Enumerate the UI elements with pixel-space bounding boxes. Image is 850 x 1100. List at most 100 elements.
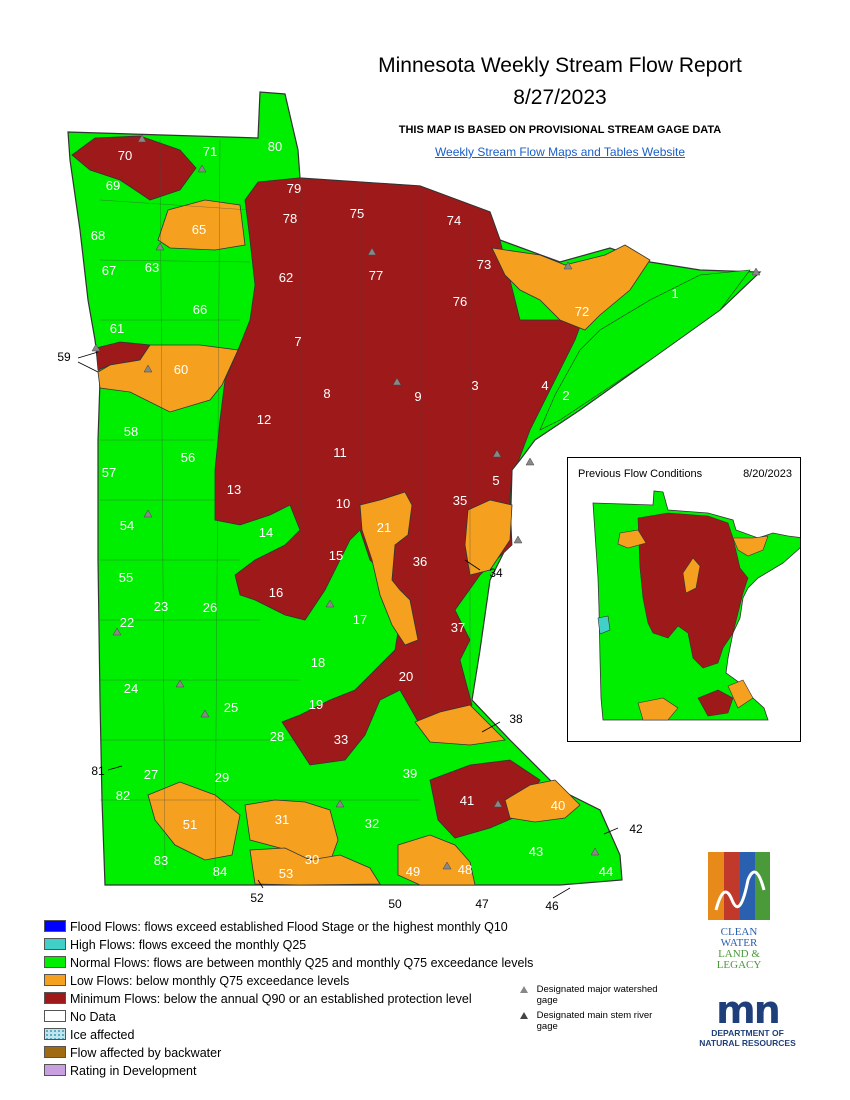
legend-swatch [44, 920, 66, 932]
legend-label: Flow affected by backwater [70, 1046, 222, 1060]
watershed-label-79: 79 [287, 181, 301, 196]
legend-item: High Flows: flows exceed the monthly Q25 [44, 938, 306, 952]
watershed-label-20: 20 [399, 669, 413, 684]
legend-item: Minimum Flows: below the annual Q90 or a… [44, 992, 472, 1006]
watershed-label-73: 73 [477, 257, 491, 272]
main-stem-gage-triangle-icon [520, 1011, 528, 1019]
watershed-label-67: 67 [102, 263, 116, 278]
watershed-label-44: 44 [599, 864, 613, 879]
legend-label: Ice affected [70, 1028, 135, 1042]
watershed-label-7: 7 [294, 334, 301, 349]
watershed-label-78: 78 [283, 211, 297, 226]
watershed-label-1: 1 [671, 286, 678, 301]
watershed-label-83: 83 [154, 853, 168, 868]
watershed-label-9: 9 [414, 389, 421, 404]
watershed-label-38: 38 [509, 712, 523, 726]
dnr-mark-icon: mn [716, 988, 781, 1032]
watershed-label-82: 82 [116, 788, 130, 803]
legend-label: High Flows: flows exceed the monthly Q25 [70, 938, 307, 952]
dnr-text-line-1: DEPARTMENT OF [711, 1028, 784, 1038]
inset-date: 8/20/2023 [743, 468, 792, 480]
watershed-label-61: 61 [110, 321, 124, 336]
watershed-label-22: 22 [120, 615, 134, 630]
watershed-label-16: 16 [269, 585, 283, 600]
legend-label: Low Flows: below monthly Q75 exceedance … [70, 974, 350, 988]
cwll-line-3: LAND & [718, 948, 760, 960]
inset-low-flow-region-b [617, 529, 647, 549]
dnr-logo: mn DEPARTMENT OF NATURAL RESOURCES [690, 988, 805, 1052]
watershed-label-56: 56 [181, 450, 195, 465]
watershed-label-13: 13 [227, 482, 241, 497]
watershed-label-47: 47 [475, 897, 489, 911]
watershed-label-66: 66 [193, 302, 207, 317]
minimum-flow-region-north [214, 177, 591, 766]
watershed-label-42: 42 [629, 822, 643, 836]
watershed-label-33: 33 [334, 732, 348, 747]
watershed-label-49: 49 [406, 864, 420, 879]
inset-title: Previous Flow Conditions [578, 468, 703, 480]
watershed-label-15: 15 [329, 548, 343, 563]
watershed-label-84: 84 [213, 864, 227, 879]
watershed-label-60: 60 [174, 362, 188, 377]
legend-item: Flow affected by backwater [44, 1046, 221, 1060]
legend-swatch [44, 974, 66, 986]
watershed-label-31: 31 [275, 812, 289, 827]
watershed-label-59: 59 [57, 350, 71, 364]
legend-swatch [44, 938, 66, 950]
low-flow-region-72 [491, 244, 651, 331]
watershed-label-72: 72 [575, 304, 589, 319]
watershed-label-58: 58 [124, 424, 138, 439]
watershed-label-30: 30 [305, 852, 319, 867]
legend-swatch [44, 956, 66, 968]
legend-label: Minimum Flows: below the annual Q90 or a… [70, 992, 472, 1006]
low-flow-region-34 [464, 499, 513, 576]
inset-map [592, 490, 800, 721]
watershed-label-11: 11 [333, 445, 347, 460]
low-flow-region-38 [414, 704, 506, 746]
legend-item: Ice affected [44, 1028, 134, 1042]
watershed-label-80: 80 [268, 139, 282, 154]
watershed-label-34: 34 [489, 566, 503, 580]
watershed-label-36: 36 [413, 554, 427, 569]
watershed-label-14: 14 [259, 525, 273, 540]
watershed-label-32: 32 [365, 816, 379, 831]
watershed-label-12: 12 [257, 412, 271, 427]
website-link[interactable]: Weekly Stream Flow Maps and Tables Websi… [434, 145, 686, 159]
legend-label: Normal Flows: flows are between monthly … [70, 956, 534, 970]
watershed-label-3: 3 [471, 378, 478, 393]
legend-swatch [44, 1010, 66, 1022]
cwll-emblem-icon [708, 852, 770, 920]
watershed-label-50: 50 [388, 897, 402, 911]
gage-key-major: Designated major watershed gage [520, 984, 670, 1006]
legend-swatch [44, 992, 66, 1004]
watershed-label-63: 63 [145, 260, 159, 275]
watershed-label-35: 35 [453, 493, 467, 508]
clean-water-land-legacy-logo: CLEAN WATER LAND & LEGACY [706, 850, 772, 971]
legend-item: Flood Flows: flows exceed established Fl… [44, 920, 508, 934]
watershed-label-77: 77 [369, 268, 383, 283]
watershed-label-81: 81 [91, 764, 105, 778]
watershed-label-68: 68 [91, 228, 105, 243]
inset-high-flow-region [597, 615, 611, 635]
dnr-text-line-2: NATURAL RESOURCES [699, 1038, 796, 1048]
cwll-line-4: LEGACY [716, 959, 762, 971]
watershed-label-25: 25 [224, 700, 238, 715]
gage-key-major-label: Designated major watershed gage [536, 984, 658, 1006]
watershed-label-57: 57 [102, 465, 116, 480]
legend-item: Normal Flows: flows are between monthly … [44, 956, 533, 970]
watershed-label-2: 2 [562, 388, 569, 403]
watershed-label-46: 46 [545, 899, 559, 913]
provisional-note: THIS MAP IS BASED ON PROVISIONAL STREAM … [398, 124, 722, 136]
watershed-label-69: 69 [106, 178, 120, 193]
watershed-label-51: 51 [183, 817, 197, 832]
watershed-label-21: 21 [377, 520, 391, 535]
watershed-label-29: 29 [215, 770, 229, 785]
inset-minimum-flow-region-se [697, 689, 734, 717]
low-flow-region-60 [97, 344, 239, 413]
watershed-label-4: 4 [541, 378, 548, 393]
legend-item: Low Flows: below monthly Q75 exceedance … [44, 974, 349, 988]
low-flow-region-40 [504, 779, 581, 823]
watershed-label-54: 54 [120, 518, 134, 533]
watershed-label-76: 76 [453, 294, 467, 309]
watershed-label-5: 5 [492, 473, 499, 488]
